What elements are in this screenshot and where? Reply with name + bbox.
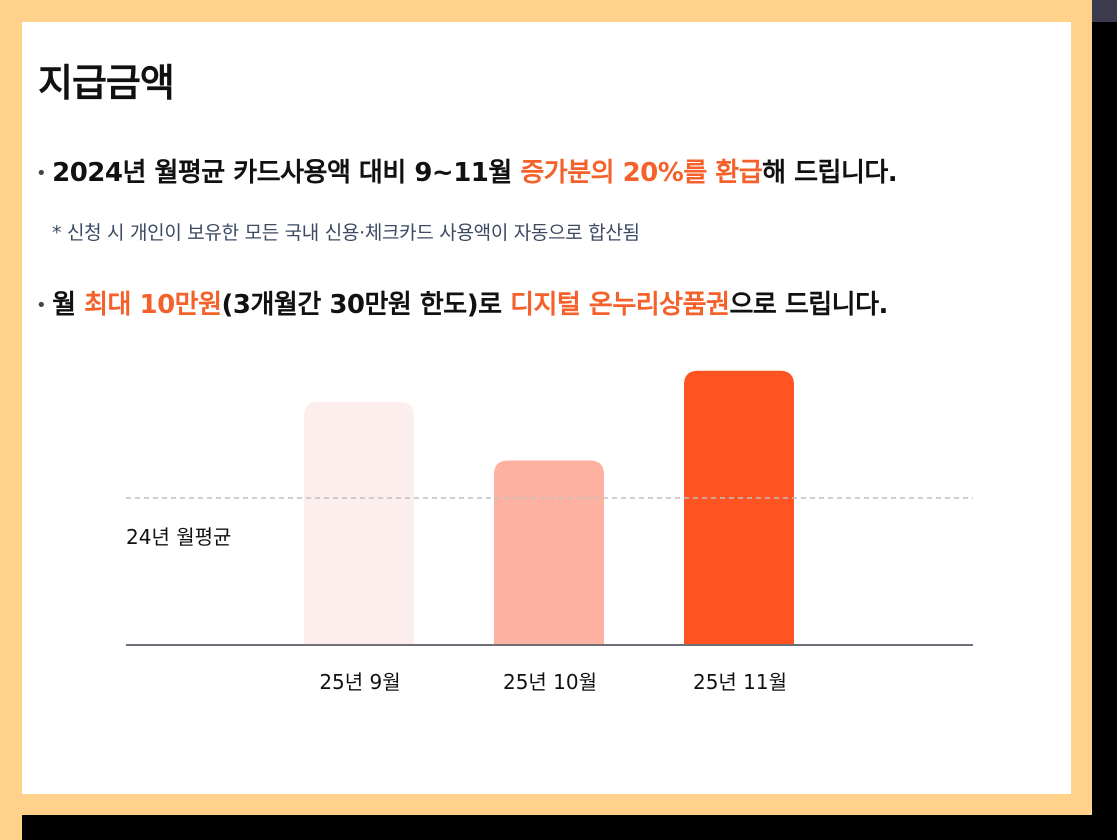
refund-bar-chart: 25년 9월 25년 10월 25년 11월 24년 월평균 [126, 370, 973, 694]
slide-card: 지급금액 • 2024년 월평균 카드사용액 대비 9~11월 증가분의 20%를… [22, 22, 1071, 794]
reference-line-label: 24년 월평균 [126, 525, 231, 549]
bullet2-highlight-voucher: 디지털 온누리상품권 [510, 290, 730, 320]
bullet-payment-limit: • 월 최대 10만원(3개월간 30만원 한도)로 디지털 온누리상품권으로 드… [36, 284, 888, 321]
page-title: 지급금액 [38, 61, 175, 105]
bar-3 [684, 370, 794, 644]
bullet1-tail: 해 드립니다. [762, 158, 898, 188]
bullet1-highlight: 증가분의 20%를 환급 [520, 158, 763, 188]
bullet2-highlight-max: 최대 10만원 [84, 290, 222, 320]
bullet-dot: • [36, 295, 47, 316]
bullet1-text: 2024년 월평균 카드사용액 대비 9~11월 [52, 158, 521, 188]
footnote: * 신청 시 개인이 보유한 모든 국내 신용·체크카드 사용액이 자동으로 합… [52, 222, 640, 244]
frame-bottom-strip [0, 815, 22, 840]
bar-1 [304, 402, 414, 644]
bar-2 [494, 460, 604, 644]
bullet-refund-rate: • 2024년 월평균 카드사용액 대비 9~11월 증가분의 20%를 환급해 … [36, 152, 898, 189]
x-tick-label: 25년 9월 [319, 670, 400, 694]
x-tick-label: 25년 11월 [693, 670, 787, 694]
bullet2-middle: (3개월간 30만원 한도)로 [221, 290, 511, 320]
bullet2-text: 월 [52, 290, 85, 320]
window-corner [1092, 0, 1117, 22]
bullet-dot: • [36, 163, 47, 184]
x-tick-label: 25년 10월 [503, 670, 597, 694]
slide-frame: 지급금액 • 2024년 월평균 카드사용액 대비 9~11월 증가분의 20%를… [0, 0, 1092, 815]
bullet2-tail: 으로 드립니다. [729, 290, 888, 320]
